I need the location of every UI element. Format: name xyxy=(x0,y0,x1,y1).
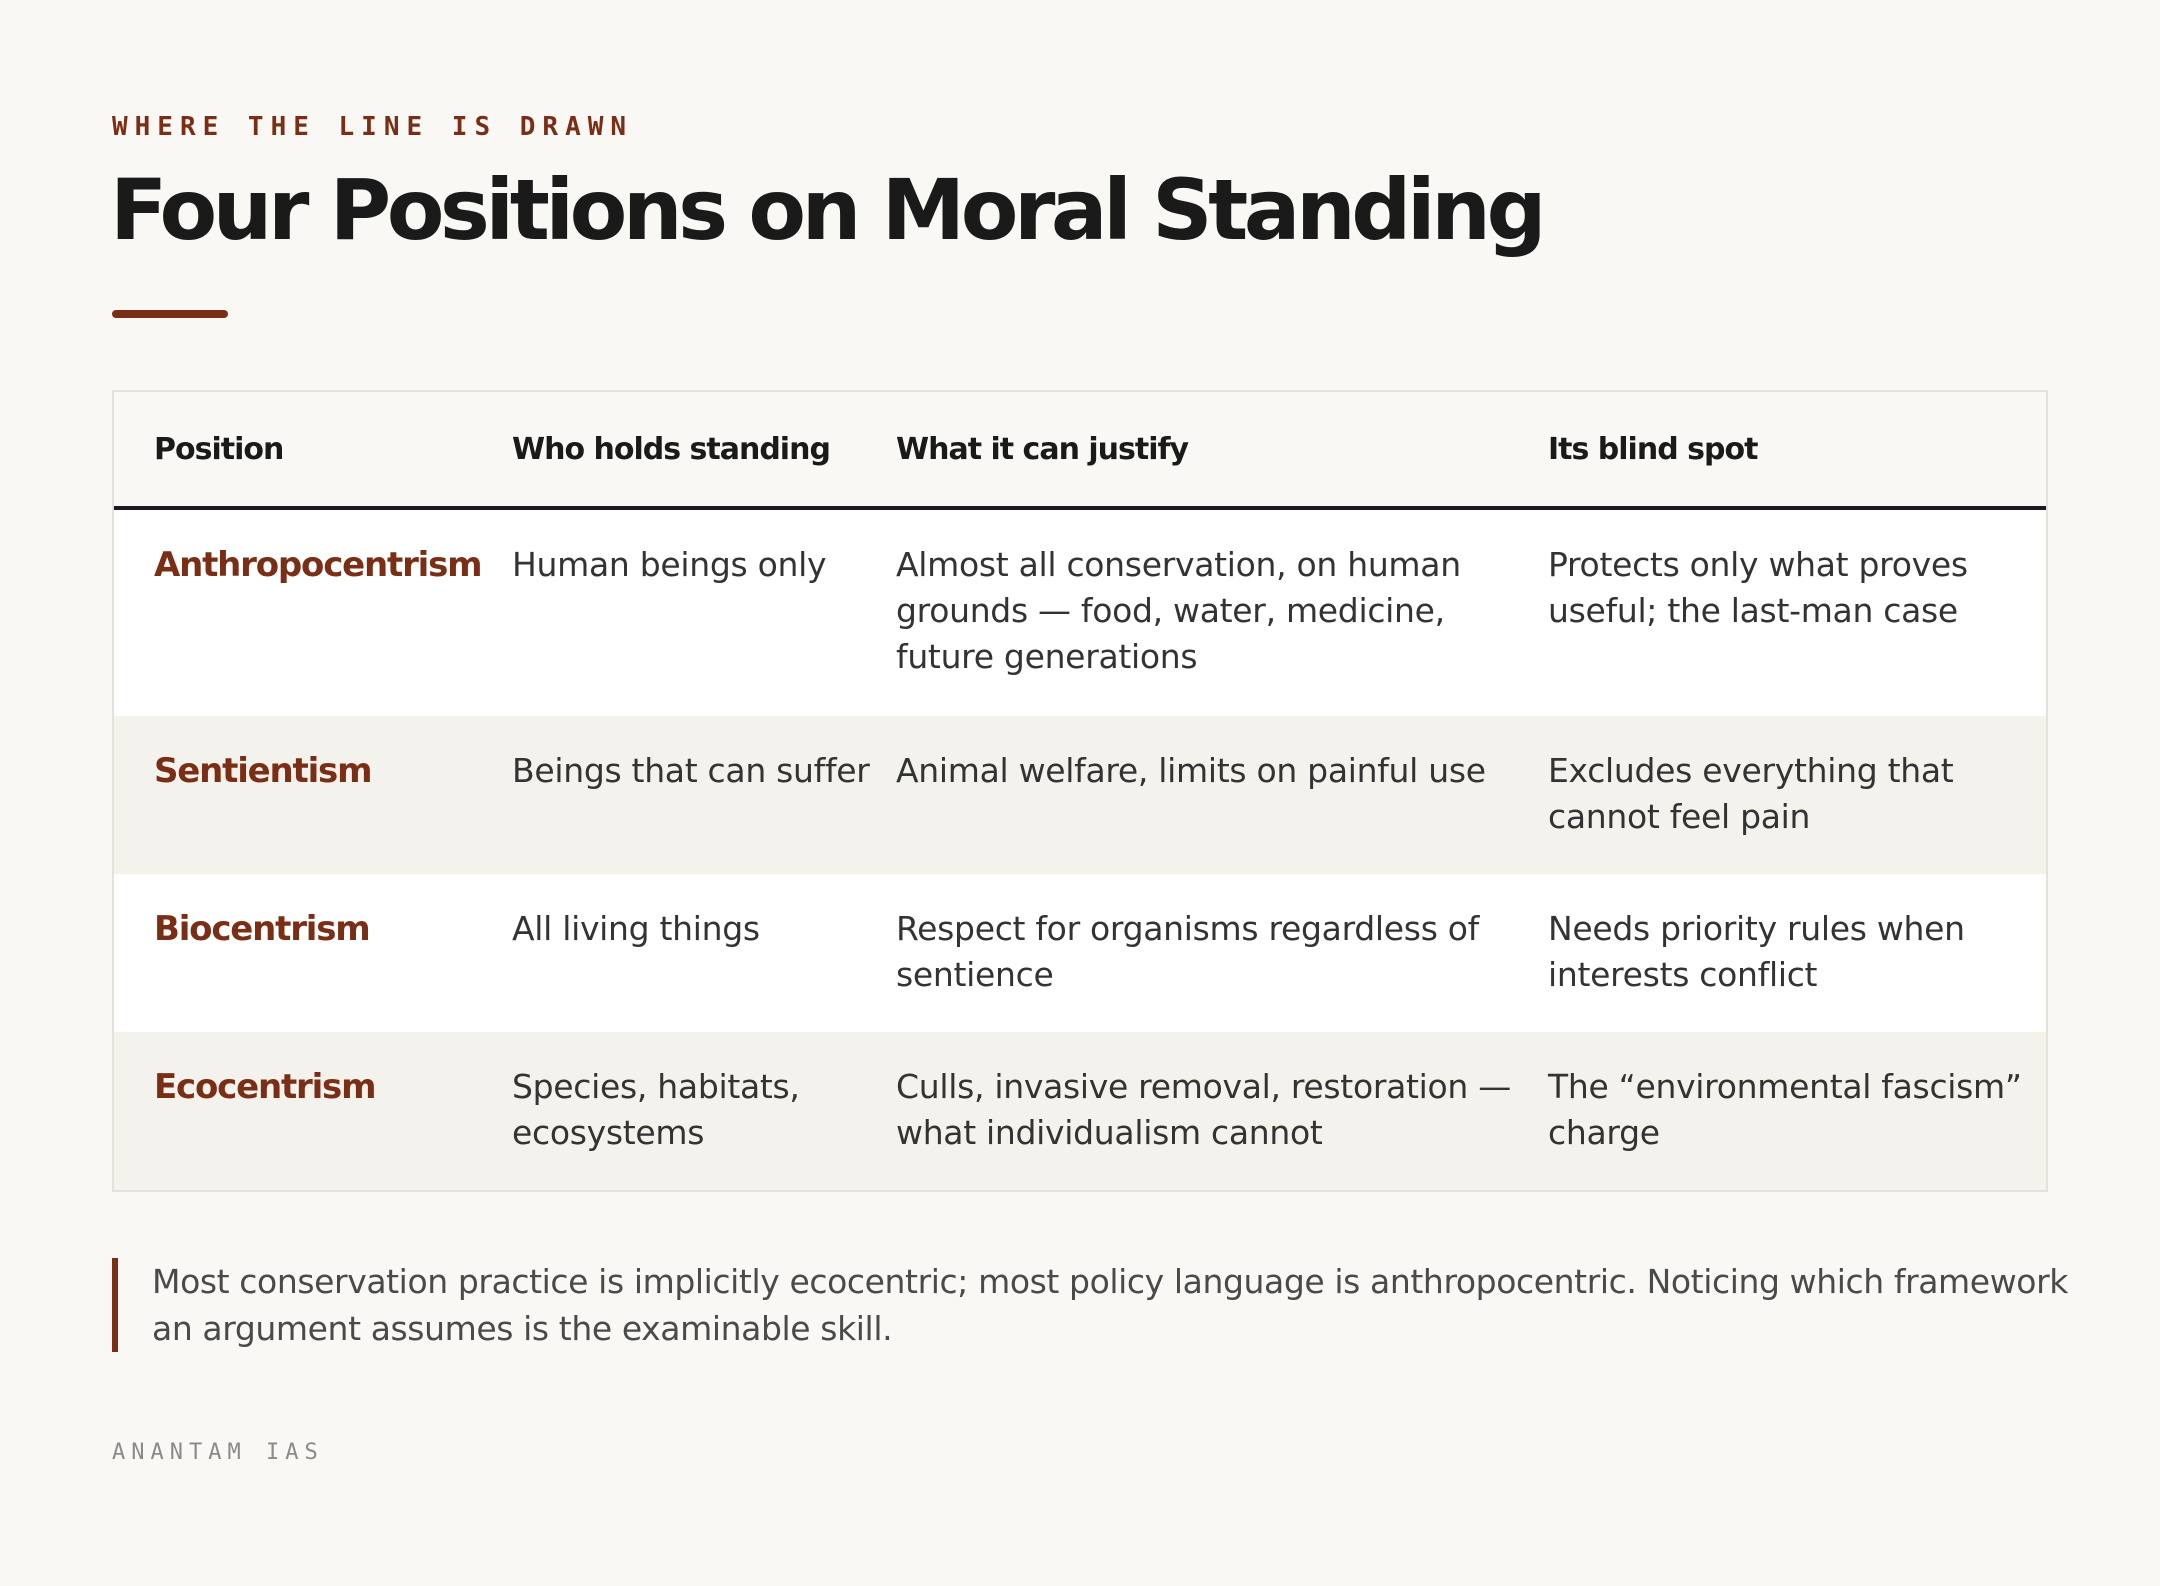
who-holds-standing-cell: Beings that can suffer xyxy=(512,751,870,790)
footer-brand: ANANTAM IAS xyxy=(112,1440,324,1465)
who-holds-standing-cell: All living things xyxy=(512,909,760,948)
positions-table: Position Who holds standing What it can … xyxy=(112,390,2048,1192)
table-header: Position Who holds standing What it can … xyxy=(114,392,2046,510)
blind-spot-cell: Needs priority rules when interests conf… xyxy=(1548,909,1965,994)
eyebrow-label: WHERE THE LINE IS DRAWN xyxy=(112,112,634,142)
what-it-can-justify-cell: Almost all conservation, on human ground… xyxy=(896,545,1461,676)
blind-spot-cell: Excludes everything that cannot feel pai… xyxy=(1548,751,1954,836)
table-row: Sentientism Beings that can suffer Anima… xyxy=(114,716,2046,874)
position-name: Ecocentrism xyxy=(154,1067,377,1107)
table-row: Ecocentrism Species, habitats, ecosystem… xyxy=(114,1032,2046,1190)
what-it-can-justify-cell: Animal welfare, limits on painful use xyxy=(896,751,1486,790)
who-holds-standing-cell: Species, habitats, ecosystems xyxy=(512,1067,800,1152)
title-accent-rule xyxy=(112,310,228,318)
position-name: Biocentrism xyxy=(154,909,371,949)
table-row: Anthropocentrism Human beings only Almos… xyxy=(114,510,2046,716)
who-holds-standing-cell: Human beings only xyxy=(512,545,827,584)
table-row: Biocentrism All living things Respect fo… xyxy=(114,874,2046,1032)
what-it-can-justify-cell: Respect for organisms regardless of sent… xyxy=(896,909,1479,994)
header-blind-spot: Its blind spot xyxy=(1548,431,1758,467)
position-name: Sentientism xyxy=(154,751,372,791)
header-what-it-can-justify: What it can justify xyxy=(896,431,1189,467)
position-name: Anthropocentrism xyxy=(154,545,483,585)
page-title: Four Positions on Moral Standing xyxy=(110,161,1547,259)
blind-spot-cell: The “environmental fascism” charge xyxy=(1548,1067,2022,1152)
blind-spot-cell: Protects only what proves useful; the la… xyxy=(1548,545,1968,630)
callout-note: Most conservation practice is implicitly… xyxy=(112,1258,2072,1352)
what-it-can-justify-cell: Culls, invasive removal, restoration — w… xyxy=(896,1067,1511,1152)
header-position: Position xyxy=(154,431,284,467)
header-who-holds-standing: Who holds standing xyxy=(512,431,831,467)
